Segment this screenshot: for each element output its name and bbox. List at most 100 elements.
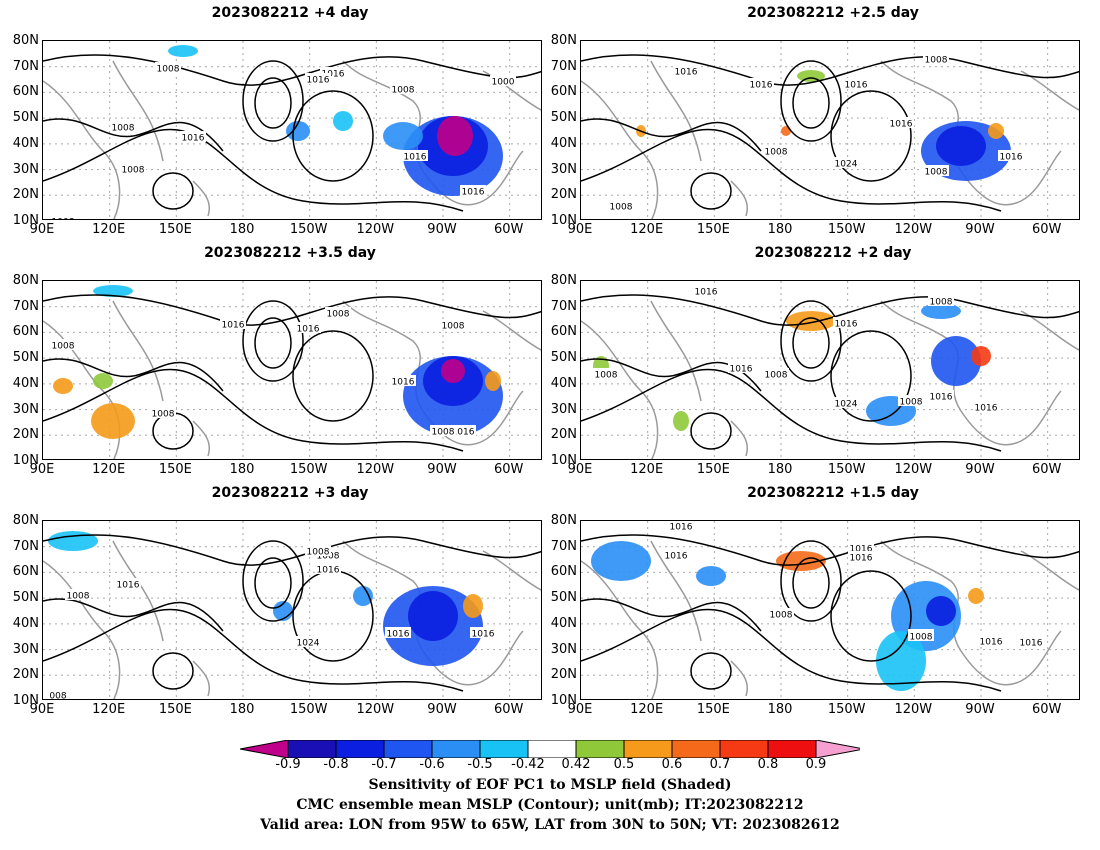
contour-label: 1008	[442, 322, 465, 332]
colorbar-tick-label: 0.7	[709, 757, 731, 772]
lon-tick-label: 90E	[567, 462, 593, 477]
lon-tick-label: 180	[767, 702, 793, 717]
lat-tick-label: 10N	[550, 693, 577, 708]
contour-label: 1008	[317, 552, 340, 562]
lat-tick-label: 60N	[12, 84, 39, 100]
colorbar-tick-label: 0.6	[661, 757, 683, 772]
lon-tick-label: 180	[767, 462, 793, 477]
lon-tick-label: 120E	[630, 462, 664, 477]
colorbar-tick-label: -0.8	[323, 757, 349, 772]
sensitivity-shading	[673, 411, 689, 431]
lat-tick-label: 10N	[12, 213, 39, 228]
lat-tick-label: 80N	[12, 273, 39, 288]
contour-label: 1008	[925, 168, 948, 178]
contour-label: 1008	[327, 310, 350, 320]
contour-label: 1016	[404, 153, 427, 163]
lon-tick-label: 150E	[696, 702, 730, 717]
sensitivity-shading	[931, 336, 981, 386]
panel-title-1: 2023082212 +4 day	[211, 5, 369, 21]
lon-tick-label: 120E	[92, 702, 126, 717]
sensitivity-shading	[168, 45, 198, 57]
lat-tick-label: 70N	[12, 58, 39, 74]
contour-label: 1016	[750, 81, 773, 91]
lat-tick-label: 20N	[550, 427, 577, 443]
panel-title-3: 2023082212 +3.5 day	[204, 245, 376, 261]
lon-tick-label: 60W	[493, 222, 524, 237]
lat-tick-label: 40N	[12, 375, 39, 391]
lat-tick-label: 10N	[550, 453, 577, 468]
sensitivity-shading	[696, 566, 726, 586]
colorbar	[240, 740, 860, 758]
lat-tick-label: 60N	[12, 564, 39, 580]
lon-tick-label: 90W	[965, 702, 995, 717]
lat-tick-label: 60N	[550, 324, 577, 340]
lon-tick-label: 150W	[827, 702, 866, 717]
lon-tick-label: 120E	[92, 462, 126, 477]
contour-label: 1008	[765, 148, 788, 158]
contour-label: 1016	[930, 393, 953, 403]
lat-tick-label: 60N	[550, 564, 577, 580]
isobar-contours	[581, 534, 1079, 692]
lon-tick-label: 120W	[894, 702, 933, 717]
sensitivity-shading	[797, 70, 825, 82]
sensitivity-shading	[48, 531, 98, 551]
contour-label: 1008	[770, 611, 793, 621]
lon-tick-label: 90W	[427, 222, 457, 237]
map-panel-1: 1008 1016 1008 1016 1008 1016 1000 1016 1008 1016…	[42, 40, 542, 220]
lon-tick-label: 90W	[965, 462, 995, 477]
contour-label: 1016	[975, 404, 998, 414]
contour-label: 1016	[392, 378, 415, 388]
lat-tick-label: 60N	[550, 84, 577, 100]
sensitivity-shading	[463, 594, 483, 618]
sensitivity-shading	[333, 111, 353, 131]
coastline	[581, 540, 1079, 699]
colorbar-tick-label: -0.6	[419, 757, 445, 772]
contour-label: 1016	[222, 321, 245, 331]
contour-label: 1016	[452, 428, 475, 438]
sensitivity-shading	[781, 126, 791, 136]
lat-tick-label: 20N	[12, 187, 39, 203]
lon-tick-label: 90E	[567, 702, 593, 717]
lon-tick-label: 90W	[427, 702, 457, 717]
sensitivity-shading	[971, 346, 991, 366]
lat-tick-label: 10N	[12, 453, 39, 468]
lat-tick-label: 50N	[550, 350, 577, 366]
lat-tick-label: 80N	[12, 513, 39, 528]
contour-label: 1008	[122, 166, 145, 176]
contour-label: 1016	[182, 134, 205, 144]
contour-label: 1000	[492, 78, 515, 88]
lon-tick-label: 60W	[1031, 702, 1062, 717]
contour-label: 1024	[835, 160, 858, 170]
colorbar-tick-label: -0.42	[511, 757, 545, 772]
sensitivity-shading	[408, 591, 458, 641]
lat-tick-label: 80N	[550, 33, 577, 48]
colorbar-tick-label: 0.8	[757, 757, 779, 772]
lon-tick-label: 180	[229, 222, 255, 237]
lat-tick-label: 20N	[12, 427, 39, 443]
colorbar-tick-label: -0.9	[275, 757, 301, 772]
lat-tick-label: 10N	[12, 693, 39, 708]
contour-label: 1016	[1020, 639, 1043, 649]
sensitivity-shading	[786, 311, 836, 331]
lat-tick-label: 30N	[550, 401, 577, 417]
contour-label: 1016	[835, 320, 858, 330]
lat-tick-label: 30N	[550, 161, 577, 177]
lon-tick-label: 90E	[567, 222, 593, 237]
isobar-contours	[581, 294, 1079, 452]
lat-tick-label: 30N	[550, 641, 577, 657]
contour-label: 1008	[157, 65, 180, 75]
lat-tick-label: 50N	[550, 110, 577, 126]
lon-tick-label: 120W	[894, 462, 933, 477]
contour-label: 1016	[462, 188, 485, 198]
lon-tick-label: 150E	[696, 222, 730, 237]
panel-title-5: 2023082212 +3 day	[211, 485, 369, 501]
lat-tick-label: 20N	[550, 187, 577, 203]
coastline	[581, 300, 1079, 459]
colorbar-tick-label: 0.42	[561, 757, 591, 772]
lon-tick-label: 150E	[158, 222, 192, 237]
contour-label: 1008	[112, 124, 135, 134]
lat-tick-label: 80N	[550, 273, 577, 288]
sensitivity-shading	[437, 116, 473, 156]
contour-label: 1008	[152, 410, 175, 420]
contour-label: 1016	[297, 325, 320, 335]
